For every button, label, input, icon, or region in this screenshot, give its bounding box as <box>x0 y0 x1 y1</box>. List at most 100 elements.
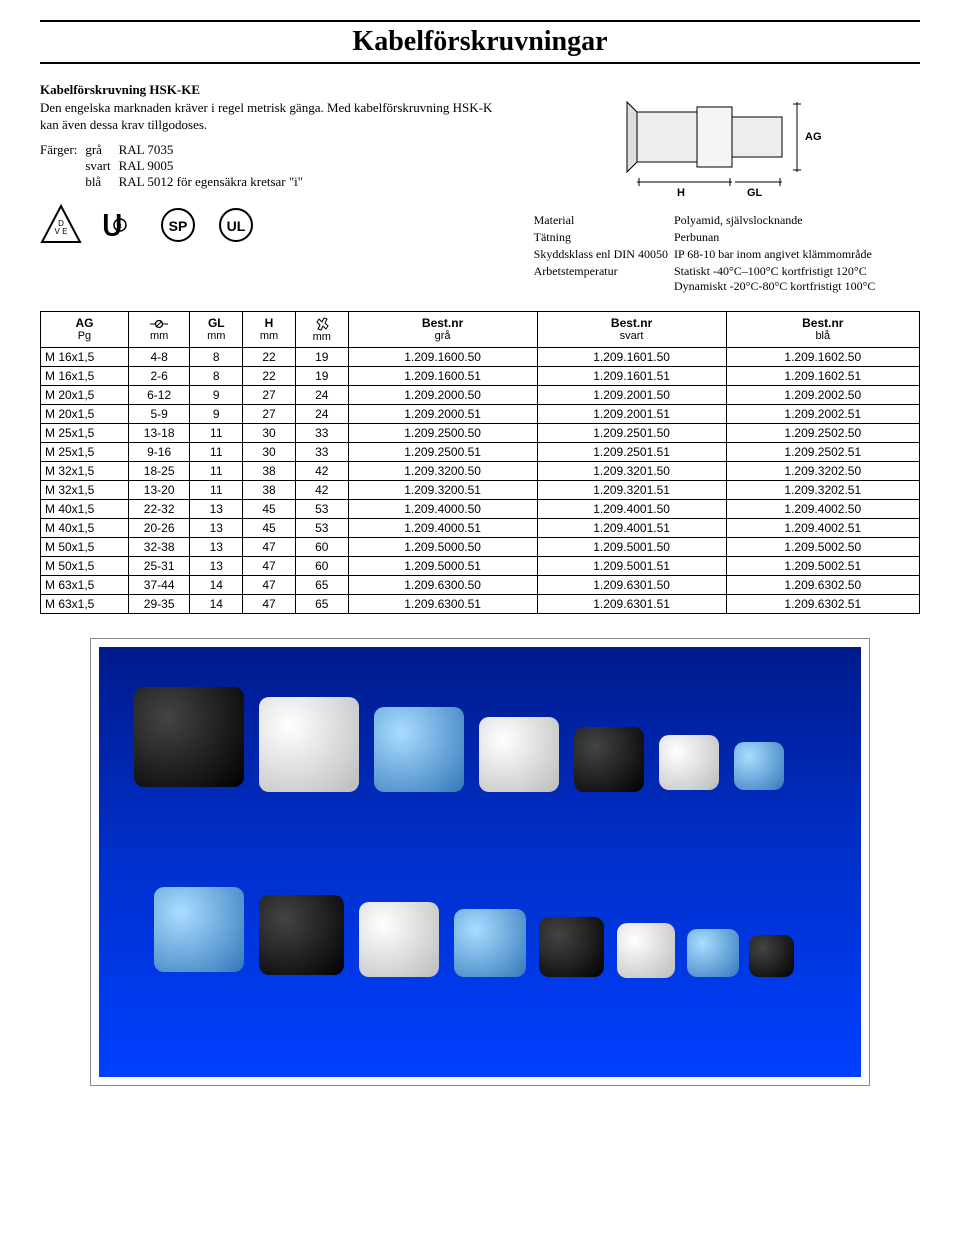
cert-logos: DV E ᑌR SP UL <box>40 204 504 246</box>
table-cell: 1.209.2500.51 <box>348 442 537 461</box>
table-cell: 13 <box>190 518 243 537</box>
table-cell: 30 <box>243 423 296 442</box>
color-code-1: RAL 9005 <box>119 158 312 174</box>
upper-section: Kabelförskruvning HSK-KE Den engelska ma… <box>40 82 920 295</box>
gland-shape <box>259 895 344 975</box>
table-cell: 6-12 <box>128 385 190 404</box>
table-cell: 1.209.6301.51 <box>537 594 726 613</box>
color-code-2: RAL 5012 för egensäkra kretsar "i" <box>119 174 312 190</box>
table-row: M 25x1,513-181130331.209.2500.501.209.25… <box>41 423 920 442</box>
ul-logo-icon: ᑌR <box>100 205 140 245</box>
svg-text:H: H <box>677 187 685 199</box>
th-gra: Best.nrgrå <box>348 312 537 348</box>
table-cell: M 40x1,5 <box>41 499 129 518</box>
table-cell: 47 <box>243 556 296 575</box>
svg-text:V E: V E <box>55 227 68 236</box>
table-cell: 1.209.3201.50 <box>537 461 726 480</box>
table-cell: 1.209.1601.51 <box>537 366 726 385</box>
spec-val-1: Perbunan <box>674 229 881 246</box>
table-cell: 11 <box>190 480 243 499</box>
table-cell: 60 <box>295 537 348 556</box>
table-cell: 1.209.2002.51 <box>726 404 919 423</box>
table-cell: 11 <box>190 423 243 442</box>
table-cell: 24 <box>295 404 348 423</box>
table-row: M 50x1,525-311347601.209.5000.511.209.50… <box>41 556 920 575</box>
gland-shape <box>539 917 604 977</box>
table-cell: M 32x1,5 <box>41 480 129 499</box>
table-cell: 13 <box>190 556 243 575</box>
table-cell: 25-31 <box>128 556 190 575</box>
table-cell: 1.209.5000.51 <box>348 556 537 575</box>
intro-heading: Kabelförskruvning HSK-KE <box>40 82 504 98</box>
table-cell: 19 <box>295 366 348 385</box>
table-row: M 25x1,59-161130331.209.2500.511.209.250… <box>41 442 920 461</box>
table-cell: 1.209.4001.50 <box>537 499 726 518</box>
table-cell: 47 <box>243 537 296 556</box>
table-cell: 33 <box>295 442 348 461</box>
table-cell: 32-38 <box>128 537 190 556</box>
spec-key-3: Arbetstemperatur <box>534 263 674 295</box>
table-row: M 32x1,513-201138421.209.3200.511.209.32… <box>41 480 920 499</box>
svg-text:R: R <box>118 224 122 230</box>
th-h: Hmm <box>243 312 296 348</box>
ul-listed-logo-icon: UL <box>216 205 256 245</box>
color-name-1: svart <box>85 158 118 174</box>
table-cell: 2-6 <box>128 366 190 385</box>
svg-text:GL: GL <box>747 187 763 199</box>
specs-table: MaterialPolyamid, självslocknandeTätning… <box>534 212 882 295</box>
table-cell: 1.209.3200.51 <box>348 480 537 499</box>
table-cell: 1.209.2501.51 <box>537 442 726 461</box>
table-cell: 1.209.1601.50 <box>537 347 726 366</box>
table-cell: 14 <box>190 575 243 594</box>
table-cell: M 50x1,5 <box>41 556 129 575</box>
table-cell: 1.209.4002.51 <box>726 518 919 537</box>
table-cell: 45 <box>243 499 296 518</box>
th-svart: Best.nrsvart <box>537 312 726 348</box>
table-cell: 1.209.4001.51 <box>537 518 726 537</box>
table-cell: 1.209.6302.50 <box>726 575 919 594</box>
table-cell: 9 <box>190 385 243 404</box>
table-cell: 1.209.1600.50 <box>348 347 537 366</box>
table-cell: 1.209.2500.50 <box>348 423 537 442</box>
th-dia: mm <box>128 312 190 348</box>
table-cell: 5-9 <box>128 404 190 423</box>
table-cell: 1.209.3201.51 <box>537 480 726 499</box>
gland-shape <box>359 902 439 977</box>
gland-shape <box>134 687 244 787</box>
color-code-0: RAL 7035 <box>119 142 312 158</box>
table-cell: 1.209.2000.51 <box>348 404 537 423</box>
table-cell: 42 <box>295 461 348 480</box>
table-cell: 1.209.5001.51 <box>537 556 726 575</box>
table-cell: 47 <box>243 594 296 613</box>
table-cell: 14 <box>190 594 243 613</box>
table-cell: 13-18 <box>128 423 190 442</box>
table-cell: 42 <box>295 480 348 499</box>
table-cell: M 20x1,5 <box>41 385 129 404</box>
table-cell: 22 <box>243 366 296 385</box>
table-cell: 8 <box>190 347 243 366</box>
gland-shape <box>659 735 719 790</box>
table-cell: 1.209.5000.50 <box>348 537 537 556</box>
table-cell: 1.209.5002.50 <box>726 537 919 556</box>
table-cell: 1.209.6302.51 <box>726 594 919 613</box>
table-cell: 1.209.1602.50 <box>726 347 919 366</box>
table-cell: 1.209.6300.51 <box>348 594 537 613</box>
table-cell: 1.209.1600.51 <box>348 366 537 385</box>
table-cell: 45 <box>243 518 296 537</box>
table-cell: 19 <box>295 347 348 366</box>
table-cell: 27 <box>243 404 296 423</box>
table-row: M 40x1,520-261345531.209.4000.511.209.40… <box>41 518 920 537</box>
th-ag: AGPg <box>41 312 129 348</box>
table-cell: 60 <box>295 556 348 575</box>
th-gl: GLmm <box>190 312 243 348</box>
main-table: AGPg mm GLmm Hmm mm Best.nrgrå Best.nrsv… <box>40 311 920 614</box>
table-cell: 1.209.4000.51 <box>348 518 537 537</box>
table-cell: 1.209.6301.50 <box>537 575 726 594</box>
spec-val-3: Statiskt -40°C–100°C kortfristigt 120°C … <box>674 263 881 295</box>
gland-shape <box>259 697 359 792</box>
table-cell: 1.209.3202.51 <box>726 480 919 499</box>
table-row: M 40x1,522-321345531.209.4000.501.209.40… <box>41 499 920 518</box>
table-cell: 47 <box>243 575 296 594</box>
table-cell: 65 <box>295 575 348 594</box>
page-title: Kabelförskruvningar <box>40 20 920 64</box>
